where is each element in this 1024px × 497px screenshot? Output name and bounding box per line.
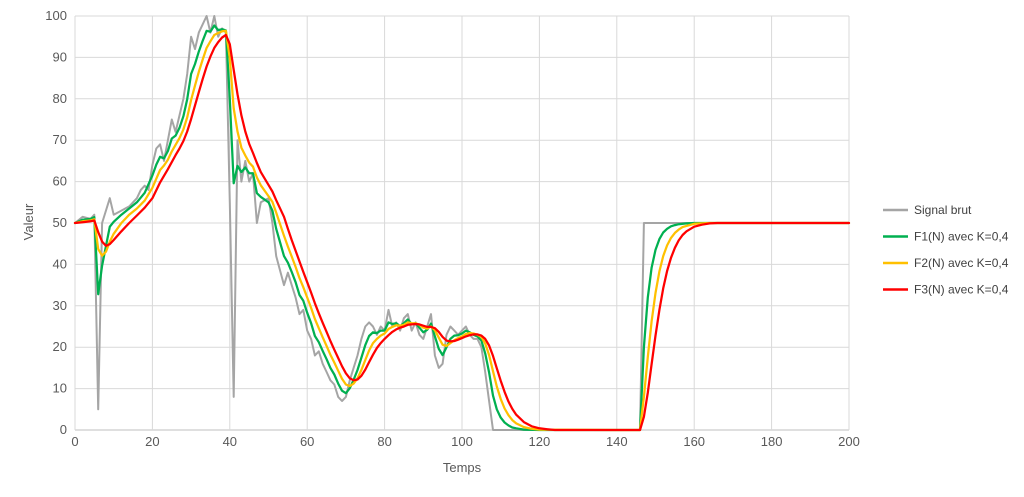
y-tick-label: 20	[53, 339, 67, 354]
x-tick-label: 60	[300, 434, 314, 449]
y-tick-label: 50	[53, 215, 67, 230]
x-tick-label: 0	[71, 434, 78, 449]
series-line-1	[74, 15, 850, 431]
y-tick-label: 40	[53, 256, 67, 271]
y-tick-label: 60	[53, 174, 67, 189]
y-tick-label: 30	[53, 298, 67, 313]
x-tick-label: 120	[529, 434, 551, 449]
x-tick-label: 100	[451, 434, 473, 449]
y-tick-label: 10	[53, 381, 67, 396]
legend-label: Signal brut	[914, 203, 972, 217]
x-tick-label: 40	[223, 434, 237, 449]
y-tick-label: 90	[53, 49, 67, 64]
y-tick-label: 100	[45, 8, 67, 23]
y-tick-label: 0	[60, 422, 67, 437]
x-tick-label: 160	[683, 434, 705, 449]
series-line-2	[73, 24, 851, 432]
x-tick-label: 140	[606, 434, 628, 449]
y-tick-label: 80	[53, 91, 67, 106]
legend-label: F3(N) avec K=0,4	[914, 283, 1009, 297]
series-lines	[73, 15, 851, 432]
x-tick-label: 20	[145, 434, 159, 449]
x-tick-label: 200	[838, 434, 860, 449]
y-axis-ticks: 0 10 20 30 40 50 60 70 80 90 100	[45, 8, 67, 437]
legend-label: F1(N) avec K=0,4	[914, 230, 1009, 244]
x-tick-label: 180	[761, 434, 783, 449]
legend: Signal brut F1(N) avec K=0,4 F2(N) avec K=…	[883, 203, 1009, 297]
x-axis-title: Temps	[443, 460, 482, 475]
series-line-3	[73, 29, 851, 432]
x-tick-label: 80	[377, 434, 391, 449]
x-axis-ticks: 0 20 40 60 80 100 120 140 160 180 200	[71, 434, 859, 449]
series-line-4	[73, 33, 851, 432]
y-tick-label: 70	[53, 132, 67, 147]
legend-label: F2(N) avec K=0,4	[914, 256, 1009, 270]
y-axis-title: Valeur	[21, 203, 36, 240]
